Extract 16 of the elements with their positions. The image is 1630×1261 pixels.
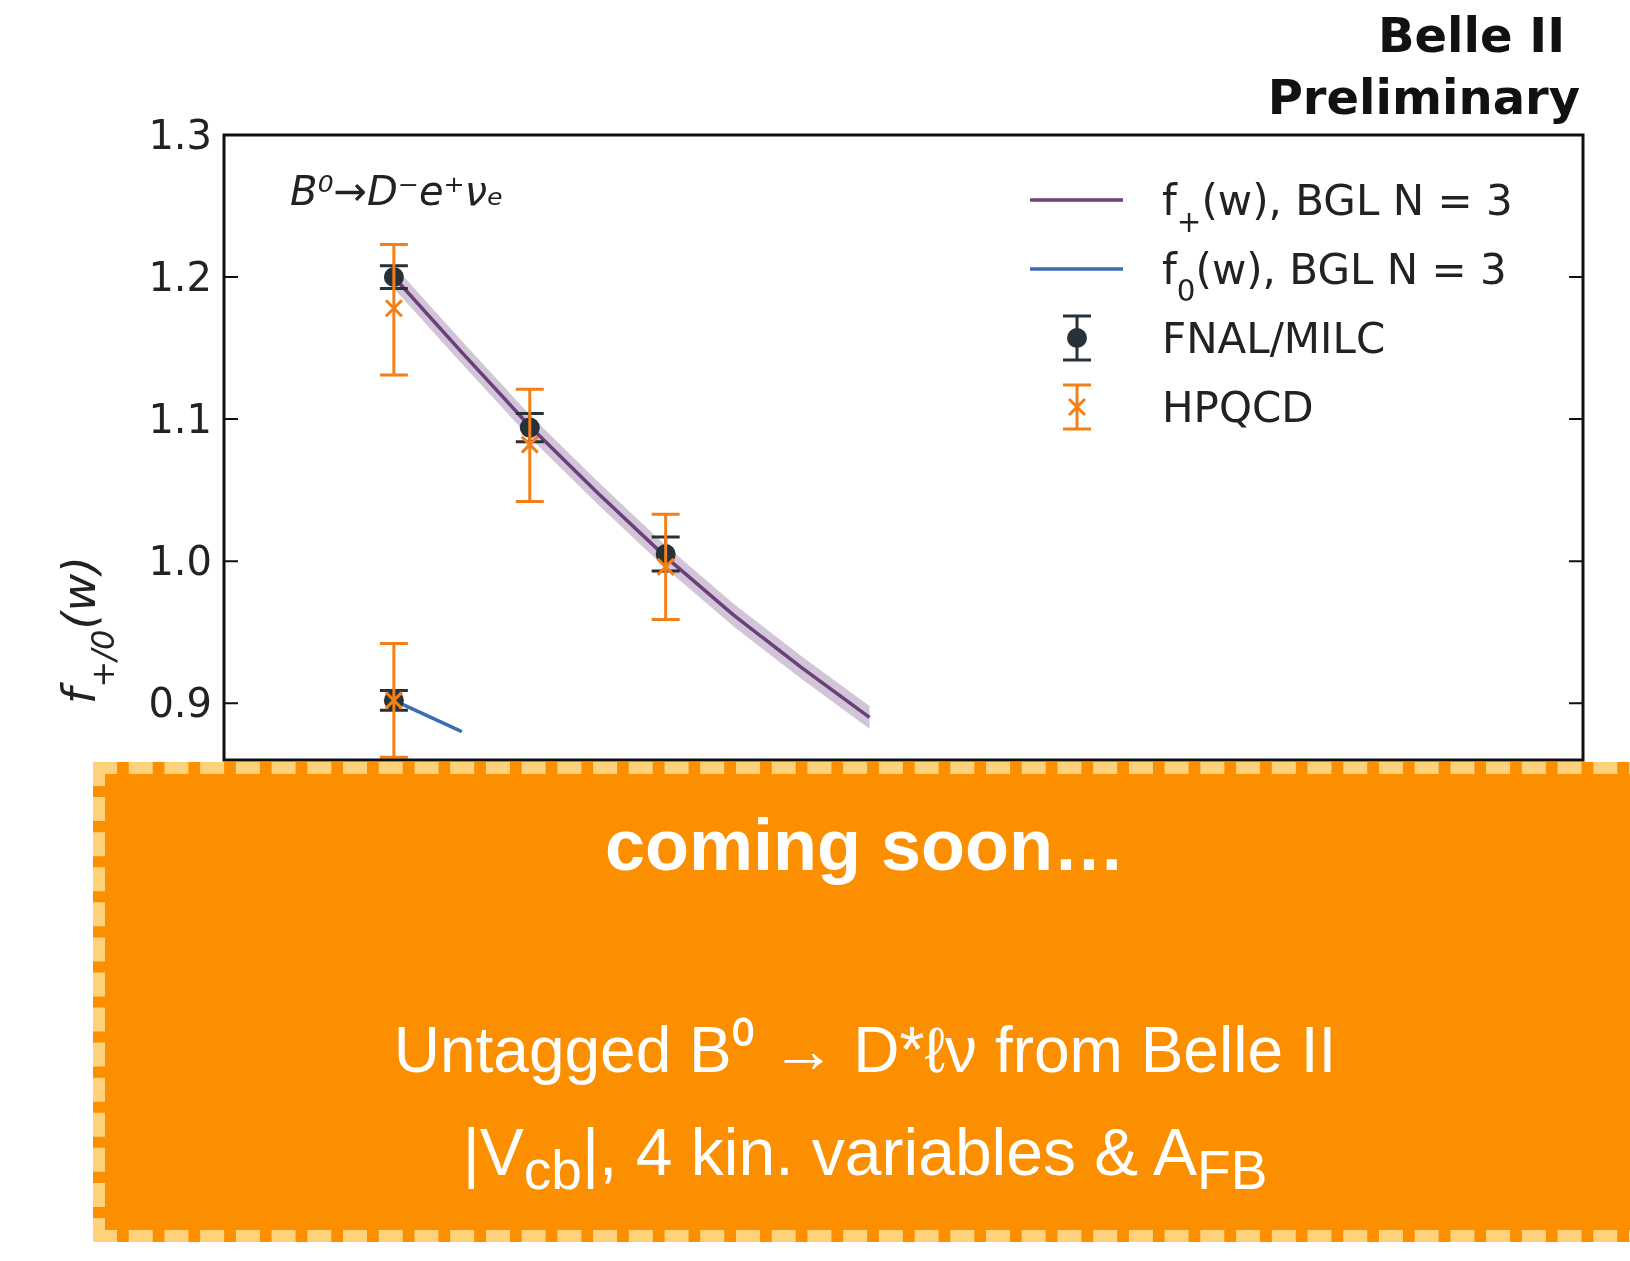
notice-banner: coming soon… Untagged B⁰ → D*ℓν from Belle II |V$_{cb}$|, 4 kin. variables & A$_{FB}$ [93, 762, 1630, 1242]
legend-label: HPQCD [1162, 382, 1314, 432]
y-tick-label: 1.0 [148, 538, 212, 585]
point [520, 435, 540, 455]
text: Preliminary [1267, 69, 1580, 125]
legend-label: f$_{+}$(w), BGL N = 3 [1162, 175, 1513, 239]
legend-label: FNAL/MILC [1162, 313, 1386, 363]
point [656, 557, 676, 577]
y-tick-label: 1.1 [148, 396, 212, 443]
y-tick-label: 0.9 [148, 680, 212, 727]
y-tick-label: 1.2 [148, 254, 212, 301]
annotation: B⁰→D⁻e⁺νₑ [290, 168, 504, 214]
legend-label: f$_{0}$(w), BGL N = 3 [1162, 244, 1507, 308]
y-tick-label: 1.3 [148, 112, 212, 158]
text: Belle II [1377, 7, 1565, 63]
point [384, 298, 404, 318]
